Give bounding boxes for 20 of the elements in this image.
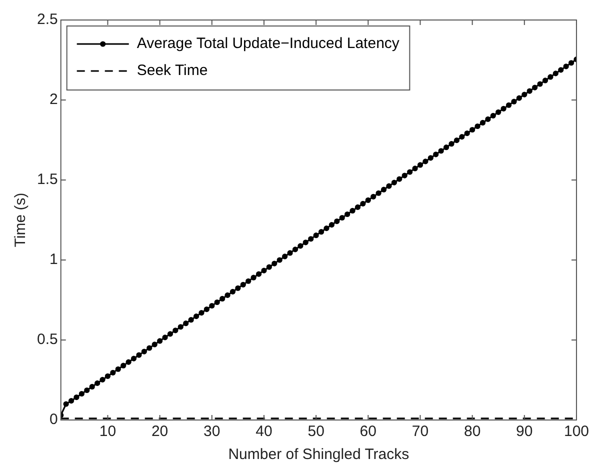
y-axis-title: Time (s): [12, 192, 30, 248]
x-tick-label: 100: [564, 423, 589, 440]
y-tick-label: 1: [50, 251, 58, 268]
y-tick-label: 1.5: [36, 171, 58, 188]
y-tick-label: 0: [50, 411, 58, 428]
legend-label: Average Total Update−Induced Latency: [136, 35, 400, 52]
y-tick-label: 2.5: [36, 11, 58, 28]
y-tick-label: 2: [50, 91, 58, 108]
x-tick-label: 40: [256, 423, 272, 440]
x-tick-label: 60: [360, 423, 376, 440]
legend-label: Seek Time: [136, 62, 208, 80]
x-tick-label: 80: [464, 423, 481, 440]
y-tick-label: 0.5: [36, 331, 58, 348]
x-tick-label: 90: [516, 423, 533, 440]
x-tick-label: 10: [99, 423, 116, 440]
x-tick-label: 30: [204, 423, 220, 440]
x-tick-label: 20: [151, 423, 168, 440]
x-tick-label: 50: [308, 423, 324, 440]
x-axis-title: Number of Shingled Tracks: [228, 446, 410, 464]
x-tick-label: 70: [412, 423, 429, 440]
